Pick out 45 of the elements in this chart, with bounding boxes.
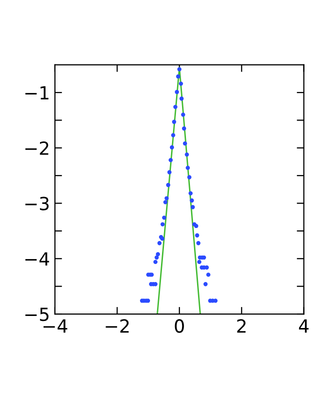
point bbox=[173, 104, 178, 110]
point bbox=[170, 145, 174, 150]
point bbox=[195, 233, 200, 238]
point bbox=[174, 90, 179, 94]
point bbox=[197, 260, 202, 264]
point bbox=[154, 255, 159, 260]
point bbox=[186, 166, 190, 170]
point bbox=[162, 216, 166, 220]
y-tick-label: −4 bbox=[25, 252, 50, 266]
y-tick-label: −1 bbox=[25, 86, 48, 100]
point bbox=[182, 126, 186, 131]
x-tick-label: −2 bbox=[106, 319, 129, 333]
point bbox=[156, 252, 160, 256]
point bbox=[184, 152, 189, 157]
point bbox=[177, 67, 182, 72]
point bbox=[188, 191, 193, 196]
x-tick-label: 0 bbox=[174, 319, 184, 333]
x-tick-label: −4 bbox=[44, 319, 68, 333]
point bbox=[172, 120, 176, 124]
point bbox=[181, 112, 186, 117]
point bbox=[171, 133, 176, 138]
point bbox=[157, 241, 162, 246]
point bbox=[176, 74, 180, 79]
point bbox=[179, 96, 184, 101]
point bbox=[203, 282, 208, 286]
point bbox=[167, 170, 172, 174]
point bbox=[190, 198, 194, 203]
point bbox=[178, 82, 184, 86]
y-tick-label: −2 bbox=[25, 141, 48, 155]
y-tick-label: −3 bbox=[25, 196, 49, 210]
point bbox=[160, 222, 165, 226]
point bbox=[182, 141, 188, 146]
y-tick-label: −5 bbox=[25, 308, 48, 322]
point bbox=[164, 196, 169, 200]
point bbox=[163, 200, 168, 204]
point bbox=[187, 175, 192, 180]
x-tick-label: 2 bbox=[237, 319, 246, 333]
point bbox=[204, 265, 209, 270]
point bbox=[190, 205, 195, 210]
x-tick-label: 4 bbox=[298, 319, 309, 333]
point bbox=[168, 158, 173, 162]
point bbox=[153, 260, 158, 264]
point bbox=[166, 182, 170, 188]
point bbox=[206, 272, 210, 277]
point bbox=[196, 241, 200, 246]
